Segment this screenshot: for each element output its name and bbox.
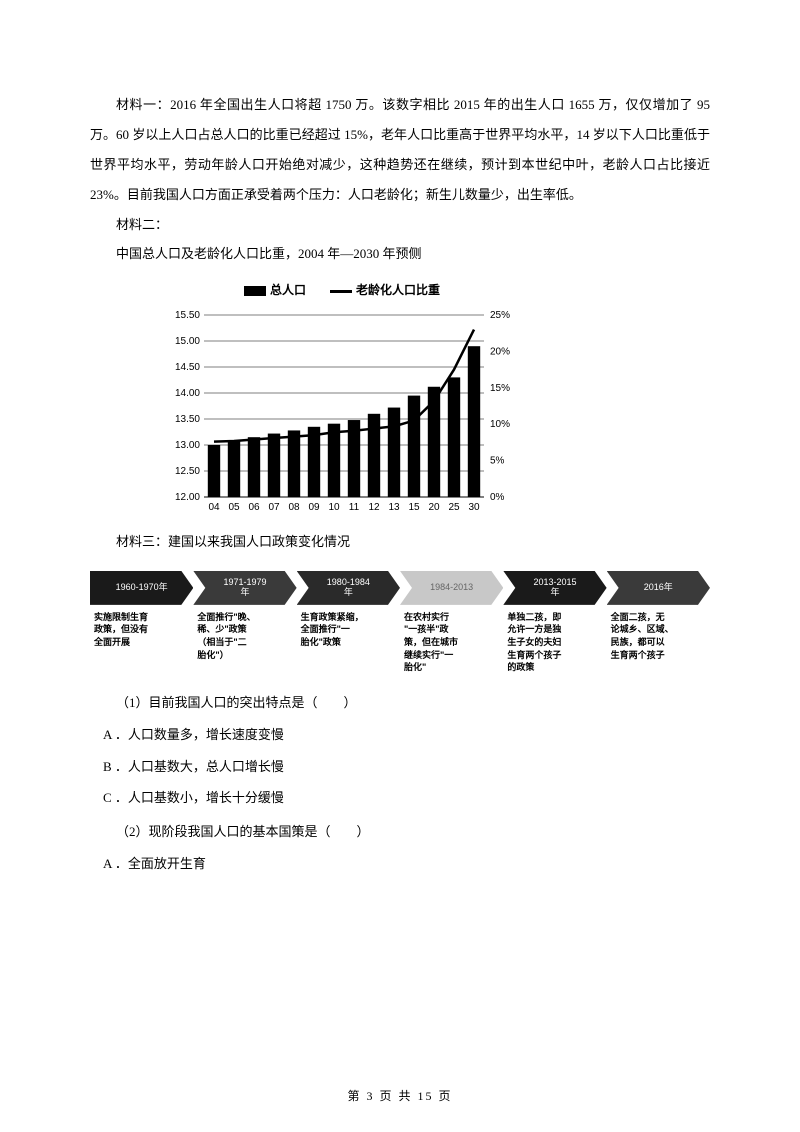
q1-opt-c: C ．人口基数小，增长十分缓慢 [90, 783, 710, 813]
timeline-desc: 实施限制生育政策，但没有全面开展 [90, 611, 193, 674]
svg-text:25: 25 [448, 502, 460, 513]
timeline-desc: 全面二孩，无论城乡、区域、民族，都可以生育两个孩子 [607, 611, 710, 674]
svg-text:08: 08 [288, 502, 300, 513]
timeline-desc: 生育政策紧缩，全面推行"一胎化"政策 [297, 611, 400, 674]
svg-text:15.00: 15.00 [175, 336, 200, 347]
q2-opt-a: A ．全面放开生育 [90, 849, 710, 879]
svg-text:12: 12 [368, 502, 380, 513]
svg-text:12.50: 12.50 [175, 466, 200, 477]
material-2-subtitle: 中国总人口及老龄化人口比重，2004 年—2030 年预侧 [90, 239, 710, 269]
bar-swatch [244, 286, 266, 296]
svg-text:30: 30 [468, 502, 480, 513]
timeline-chevron: 2013-2015年 [503, 571, 606, 605]
svg-text:05: 05 [228, 502, 240, 513]
material-2-heading: 材料二： [90, 210, 710, 240]
svg-text:12.00: 12.00 [175, 492, 200, 503]
legend-line-label: 老龄化人口比重 [356, 283, 440, 297]
q2-stem: （2）现阶段我国人口的基本国策是（ ） [90, 817, 710, 847]
line-swatch [330, 290, 352, 293]
timeline-chevron: 1971-1979年 [193, 571, 296, 605]
timeline-chevron: 1960-1970年 [90, 571, 193, 605]
q1-opt-a: A ．人口数量多，增长速度变慢 [90, 720, 710, 750]
svg-text:15: 15 [408, 502, 420, 513]
svg-text:13.00: 13.00 [175, 440, 200, 451]
q1-opt-b: B ．人口基数大，总人口增长慢 [90, 752, 710, 782]
svg-text:07: 07 [268, 502, 280, 513]
svg-text:06: 06 [248, 502, 260, 513]
timeline-chevron: 2016年 [607, 571, 710, 605]
policy-timeline: 1960-1970年1971-1979年1980-1984年1984-20132… [90, 571, 710, 674]
legend-bar-label: 总人口 [270, 283, 306, 297]
svg-text:20: 20 [428, 502, 440, 513]
chart-svg: 12.00 12.50 13.00 13.50 14.00 14.50 15.00 15.50… [162, 309, 522, 519]
timeline-desc: 全面推行"晚、稀、少"政策（相当于"二胎化"） [193, 611, 296, 674]
timeline-chevron: 1980-1984年 [297, 571, 400, 605]
svg-text:13: 13 [388, 502, 400, 513]
svg-text:14.50: 14.50 [175, 362, 200, 373]
timeline-chevron: 1984-2013 [400, 571, 503, 605]
svg-text:13.50: 13.50 [175, 414, 200, 425]
svg-text:10%: 10% [490, 419, 510, 430]
svg-text:15.50: 15.50 [175, 310, 200, 321]
svg-text:10: 10 [328, 502, 340, 513]
svg-text:15%: 15% [490, 383, 510, 394]
svg-text:14.00: 14.00 [175, 388, 200, 399]
page-footer: 第 3 页 共 15 页 [0, 1090, 800, 1102]
chart-legend: 总人口 老龄化人口比重 [162, 277, 522, 305]
q1-stem: （1）目前我国人口的突出特点是（ ） [90, 688, 710, 718]
population-chart: 总人口 老龄化人口比重 12.00 12.50 13.00 13.50 14.00 14.… [162, 277, 522, 519]
timeline-desc: 在农村实行"一孩半"政策，但在城市继续实行"一胎化" [400, 611, 503, 674]
svg-text:0%: 0% [490, 492, 505, 503]
svg-text:20%: 20% [490, 346, 510, 357]
svg-text:09: 09 [308, 502, 320, 513]
svg-text:04: 04 [208, 502, 220, 513]
svg-text:11: 11 [349, 502, 360, 513]
material-3-heading: 材料三：建国以来我国人口政策变化情况 [90, 527, 710, 557]
material-1-text: 材料一：2016 年全国出生人口将超 1750 万。该数字相比 2015 年的出… [90, 90, 710, 210]
timeline-desc: 单独二孩，即允许一方是独生子女的夫妇生育两个孩子的政策 [503, 611, 606, 674]
svg-text:5%: 5% [490, 456, 505, 467]
svg-text:25%: 25% [490, 310, 510, 321]
